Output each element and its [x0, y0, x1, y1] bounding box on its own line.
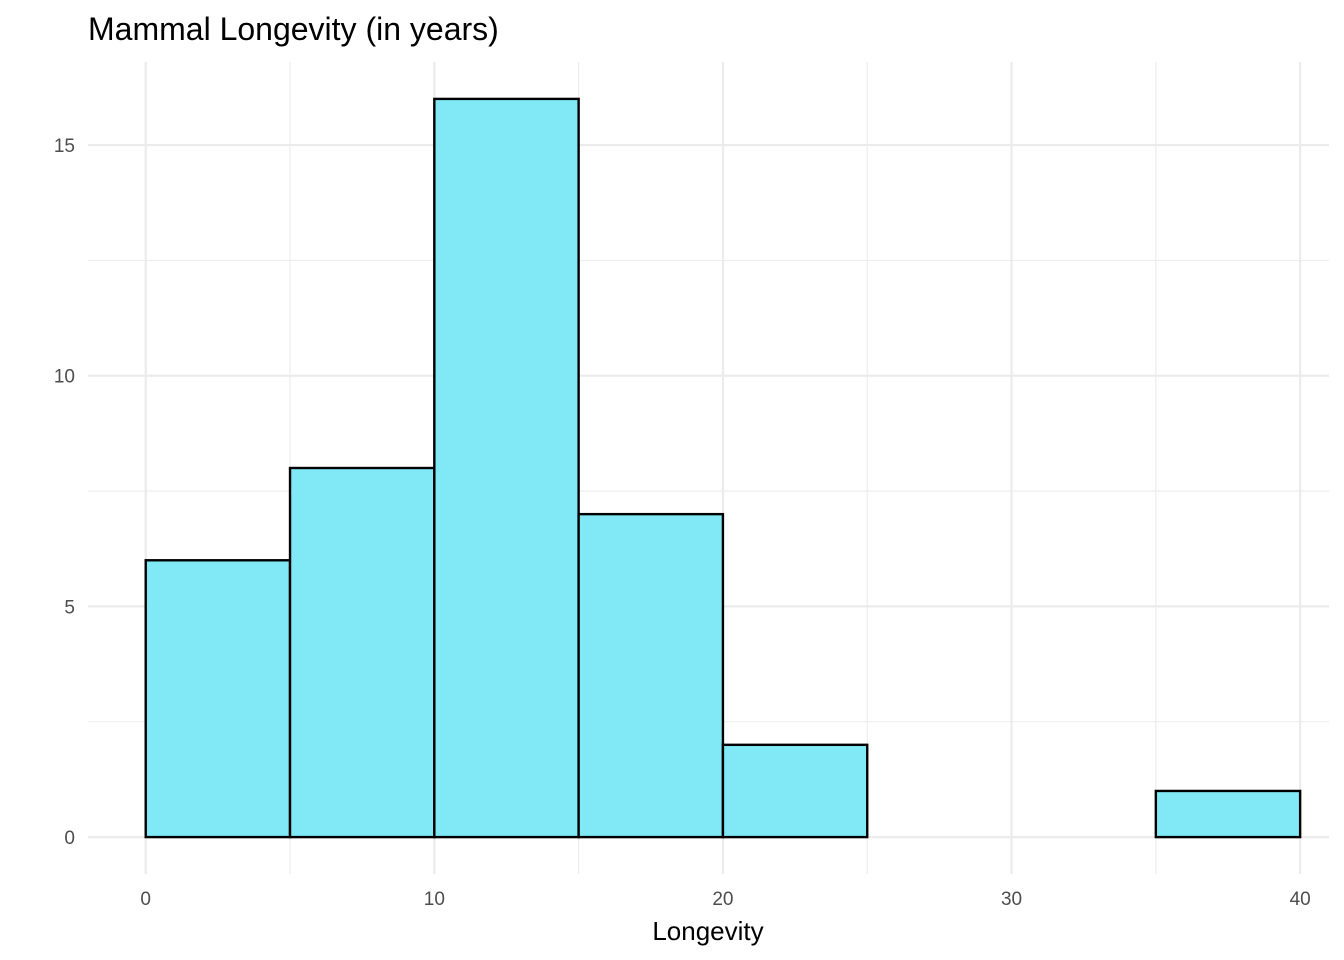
x-axis-title: Longevity [652, 916, 763, 946]
bars [144, 97, 1302, 839]
x-tick-label: 10 [424, 889, 445, 910]
histogram-bar [144, 559, 292, 839]
x-tick-label: 40 [1290, 889, 1311, 910]
histogram-bar [577, 512, 725, 839]
histogram-bar [721, 743, 869, 839]
x-tick-label: 20 [712, 889, 733, 910]
histogram-bar [288, 466, 436, 839]
y-tick-label: 10 [54, 367, 75, 388]
histogram-bar [433, 97, 580, 839]
x-tick-label: 0 [140, 889, 151, 910]
y-tick-label: 0 [64, 828, 75, 849]
chart-title: Mammal Longevity (in years) [88, 11, 499, 47]
x-tick-labels: 0 10 20 30 40 [140, 889, 1310, 910]
y-tick-labels: 0 5 10 15 [54, 136, 75, 849]
y-tick-label: 15 [54, 136, 75, 157]
y-tick-label: 5 [64, 597, 75, 618]
x-tick-label: 30 [1001, 889, 1022, 910]
histogram-bar [1154, 789, 1302, 839]
